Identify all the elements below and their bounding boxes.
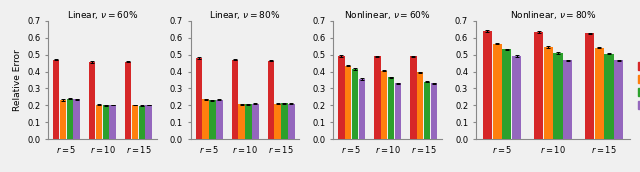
Bar bbox=[145, 105, 152, 139]
Bar bbox=[102, 105, 109, 139]
Bar bbox=[252, 104, 259, 139]
Bar bbox=[268, 61, 274, 139]
Bar bbox=[232, 60, 238, 139]
Bar bbox=[245, 104, 252, 139]
Bar bbox=[132, 105, 138, 139]
Bar bbox=[483, 31, 492, 139]
Bar bbox=[281, 103, 288, 139]
Title: Nonlinear, $\nu = 80\%$: Nonlinear, $\nu = 80\%$ bbox=[509, 9, 596, 21]
Bar bbox=[534, 32, 543, 139]
Bar bbox=[60, 100, 67, 139]
Bar bbox=[345, 66, 351, 139]
Bar bbox=[395, 83, 401, 139]
Bar bbox=[543, 47, 553, 139]
Bar bbox=[53, 60, 60, 139]
Title: Nonlinear, $\nu = 60\%$: Nonlinear, $\nu = 60\%$ bbox=[344, 9, 431, 21]
Bar bbox=[352, 69, 358, 139]
Bar bbox=[431, 83, 437, 139]
Bar bbox=[96, 105, 102, 139]
Bar bbox=[614, 61, 623, 139]
Bar bbox=[374, 56, 381, 139]
Bar bbox=[512, 56, 521, 139]
Y-axis label: Relative Error: Relative Error bbox=[13, 49, 22, 111]
Title: Linear, $\nu = 80\%$: Linear, $\nu = 80\%$ bbox=[209, 9, 281, 21]
Bar bbox=[125, 62, 131, 139]
Bar bbox=[196, 58, 202, 139]
Bar bbox=[417, 72, 424, 139]
Bar bbox=[595, 48, 604, 139]
Bar bbox=[74, 99, 80, 139]
Bar bbox=[604, 54, 614, 139]
Bar bbox=[216, 100, 223, 139]
Bar bbox=[202, 99, 209, 139]
Legend: CMC_SI, TS, MC_0, TMCC: CMC_SI, TS, MC_0, TMCC bbox=[636, 60, 640, 112]
Bar bbox=[89, 62, 95, 139]
Bar bbox=[238, 104, 245, 139]
Bar bbox=[109, 105, 116, 139]
Bar bbox=[424, 82, 430, 139]
Bar bbox=[338, 56, 344, 139]
Bar bbox=[288, 104, 294, 139]
Title: Linear, $\nu = 60\%$: Linear, $\nu = 60\%$ bbox=[67, 9, 138, 21]
Bar bbox=[358, 79, 365, 139]
Bar bbox=[493, 44, 502, 139]
Bar bbox=[502, 50, 511, 139]
Bar bbox=[381, 71, 387, 139]
Bar bbox=[563, 61, 572, 139]
Bar bbox=[585, 33, 594, 139]
Bar bbox=[410, 56, 417, 139]
Bar bbox=[139, 106, 145, 139]
Bar bbox=[275, 104, 281, 139]
Bar bbox=[67, 99, 73, 139]
Bar bbox=[209, 100, 216, 139]
Bar bbox=[554, 53, 563, 139]
Bar bbox=[388, 77, 394, 139]
